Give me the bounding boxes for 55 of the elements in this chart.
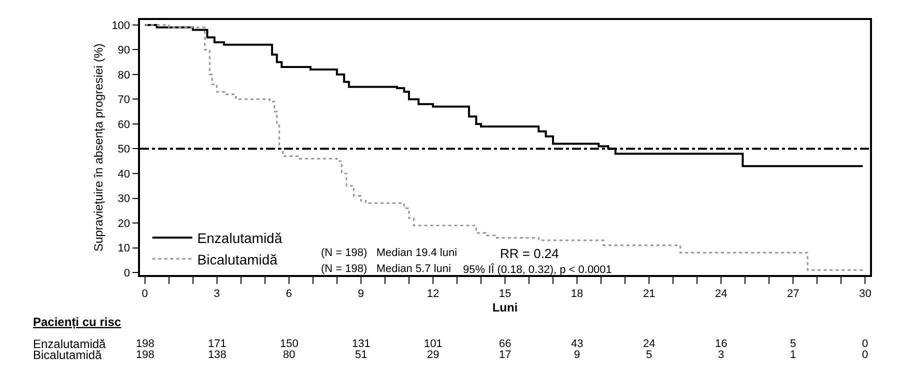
x-tick-label: 6 (286, 288, 292, 300)
text: 171 (208, 338, 226, 350)
x-axis-title: Luni (492, 300, 518, 314)
text: 43 (571, 338, 584, 350)
text: 198 (136, 338, 154, 350)
text: 66 (499, 338, 512, 350)
text: 0 (862, 349, 868, 361)
text: 16 (715, 338, 728, 350)
y-tick-label: 70 (118, 94, 130, 106)
x-tick-label: 24 (714, 288, 728, 300)
text: 3 (718, 349, 724, 361)
text: 29 (427, 349, 440, 361)
y-tick-label: 0 (124, 267, 130, 280)
y-tick-label: 80 (118, 69, 130, 82)
text: 101 (424, 338, 442, 350)
text: 5 (790, 338, 796, 350)
text: 9 (574, 349, 580, 361)
y-tick-label: 40 (118, 168, 130, 180)
y-tick-label: 10 (118, 242, 130, 255)
annotation: 95% IÎ (0.18, 0.32), p < 0.0001 (463, 263, 612, 276)
text: 80 (283, 349, 296, 361)
x-tick-label: 15 (498, 288, 512, 300)
text: 51 (355, 349, 368, 361)
x-tick-label: 27 (787, 288, 800, 300)
x-tick-label: 0 (142, 288, 148, 300)
text: 131 (352, 338, 370, 350)
x-tick-label: 21 (642, 288, 656, 300)
x-tick-label: 12 (426, 288, 440, 300)
text: 24 (643, 338, 656, 350)
text: 0 (862, 338, 868, 350)
y-tick-label: 90 (118, 44, 130, 57)
text: Bicalutamidă (33, 348, 102, 362)
legend-label: Bicalutamidă (197, 251, 278, 268)
text: 198 (136, 349, 154, 361)
text: 1 (790, 349, 796, 361)
text: Pacienți cu risc (33, 315, 122, 329)
y-tick-label: 20 (118, 218, 130, 230)
y-tick-label: 60 (118, 118, 130, 131)
legend-label: Enzalutamidă (197, 230, 282, 246)
text: 17 (499, 349, 512, 361)
text: 150 (280, 338, 298, 350)
text: 5 (646, 349, 652, 361)
y-tick-label: 100 (112, 20, 130, 32)
x-tick-label: 3 (214, 288, 220, 300)
y-tick-label: 50 (118, 144, 130, 156)
x-tick-label: 9 (358, 288, 364, 300)
x-tick-label: 18 (570, 288, 584, 300)
text: Enzalutamidă (33, 337, 106, 351)
y-tick-label: 30 (118, 193, 130, 206)
annotation: (N = 198) Median 19.4 luni (321, 247, 458, 259)
annotation: (N = 198) Median 5.7 luni (321, 263, 451, 275)
text: 138 (208, 349, 226, 361)
annotation: RR = 0.24 (500, 246, 559, 261)
y-axis-title: Supraviețuire în absența progresiei (%) (91, 43, 106, 252)
x-tick-label: 30 (859, 288, 872, 300)
